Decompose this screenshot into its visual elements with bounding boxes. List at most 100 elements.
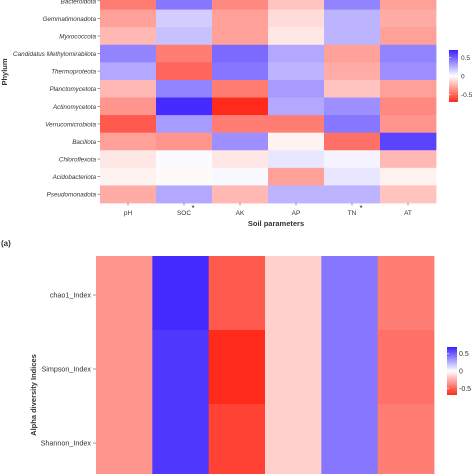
heatmap-cell [208, 256, 266, 331]
heatmap-cell [380, 185, 437, 204]
colorbar [449, 50, 458, 102]
heatmap-cell [96, 330, 153, 405]
heatmap-cell [100, 185, 157, 204]
heatmap-alpha-diversity: chao1_Index Simpson_Index Shannon_Index Al… [29, 256, 435, 474]
heatmap-cell [156, 62, 213, 81]
significance-mark: * [191, 204, 194, 213]
heatmap-cell [324, 44, 381, 63]
x-tick-label: AP [292, 210, 301, 217]
heatmap-cell [324, 0, 381, 10]
heatmap-cell [100, 150, 157, 169]
heatmap-cell [212, 167, 269, 186]
heatmap-cell [100, 62, 157, 81]
heatmap-cell [380, 9, 437, 28]
y-tick-label: Chloroflexota [59, 157, 97, 164]
heatmap-cell [100, 132, 157, 151]
y-tick-label: Gemmatimonadota [42, 16, 96, 23]
legend-tick-label: 0 [461, 74, 465, 81]
x-tick-label: pH [124, 210, 133, 217]
heatmap-cell [377, 256, 435, 331]
heatmap-cell [380, 44, 437, 63]
heatmap-phylum-soil: Bacteroidota Gemmatimonadota Myxococcota Ca… [0, 0, 437, 228]
heatmap-cell [212, 79, 269, 98]
heatmap-cell [377, 330, 435, 405]
legend-tick-label: 0 [459, 369, 463, 376]
significance-mark: * [359, 204, 362, 213]
y-tick-label: Thermoproteota [51, 69, 96, 76]
heatmap-cell [156, 44, 213, 63]
heatmap-cell [152, 330, 210, 405]
heatmap-cell [156, 115, 213, 134]
heatmap-cell [100, 9, 157, 28]
legend-tick-label: -0.5 [459, 386, 471, 393]
heatmap-cell [380, 132, 437, 151]
heatmap-cell [156, 185, 213, 204]
heatmap-cell [268, 62, 325, 81]
heatmap-cell [156, 167, 213, 186]
heatmap-cell [324, 132, 381, 151]
heatmap-cell [265, 256, 322, 331]
heatmap-cell [156, 27, 213, 46]
y-tick-label: Simpson_Index [41, 365, 91, 374]
heatmap-cell [268, 44, 325, 63]
heatmap-cell [156, 0, 213, 10]
heatmap-cell [100, 0, 157, 10]
y-axis-label: Phylum [0, 58, 9, 85]
heatmap-cell [212, 150, 269, 169]
heatmap-cell [268, 27, 325, 46]
heatmap-cell [208, 330, 266, 405]
heatmap-cell [324, 79, 381, 98]
heatmap-cell [268, 185, 325, 204]
legend-top: 0.5 0 -0.5 [449, 50, 473, 102]
heatmap-cell [156, 97, 213, 116]
heatmap-cell [156, 79, 213, 98]
colorbar [447, 347, 457, 395]
heatmap-cell [265, 330, 322, 405]
x-axis-label: Soil parameters [248, 219, 304, 228]
y-tick-label: Verrucomicrobiota [45, 121, 96, 128]
heatmap-cell [100, 115, 157, 134]
y-tick-label: Bacteroidota [61, 0, 97, 5]
heatmap-cell [380, 167, 437, 186]
heatmap-cell [324, 185, 381, 204]
heatmap-cell [212, 9, 269, 28]
y-tick-label: Acidobacteriota [52, 174, 97, 181]
heatmap-cell [152, 256, 210, 331]
y-tick-label: Shannon_Index [41, 439, 92, 448]
heatmap-cell [268, 150, 325, 169]
heatmap-cell [268, 132, 325, 151]
heatmap-cell [268, 167, 325, 186]
y-tick-label: Pseudomonadota [47, 192, 97, 199]
y-tick-label: Bacillota [72, 139, 96, 146]
heatmap-cell [156, 150, 213, 169]
heatmap-cell [380, 62, 437, 81]
panel-label: (a) [1, 239, 11, 248]
heatmap-cell [268, 115, 325, 134]
heatmap-cell [321, 256, 379, 331]
legend-tick-label: 0.5 [461, 55, 470, 62]
x-tick-label: AT [404, 210, 412, 217]
x-tick-label: AK [236, 210, 245, 217]
heatmap-cell [321, 330, 379, 405]
heatmap-cell [96, 404, 153, 474]
heatmap-cell [212, 27, 269, 46]
heatmap-cell [212, 44, 269, 63]
heatmap-cell [268, 79, 325, 98]
heatmap-cell [156, 9, 213, 28]
y-tick-label: Planctomycetota [49, 86, 96, 93]
legend-bottom: 0.5 0 -0.5 [447, 347, 471, 395]
heatmap-cell [380, 0, 437, 10]
heatmap-cell [212, 185, 269, 204]
y-tick-label: Myxococcota [59, 33, 96, 40]
y-tick-label: Actinomycetota [52, 104, 97, 111]
heatmap-cell [380, 97, 437, 116]
heatmap-cell [380, 115, 437, 134]
heatmap-cell [212, 97, 269, 116]
heatmap-cell [212, 62, 269, 81]
heatmap-cell [324, 115, 381, 134]
heatmap-cell [212, 115, 269, 134]
heatmap-cell [324, 62, 381, 81]
heatmap-cell [96, 256, 153, 331]
heatmap-cell [380, 27, 437, 46]
